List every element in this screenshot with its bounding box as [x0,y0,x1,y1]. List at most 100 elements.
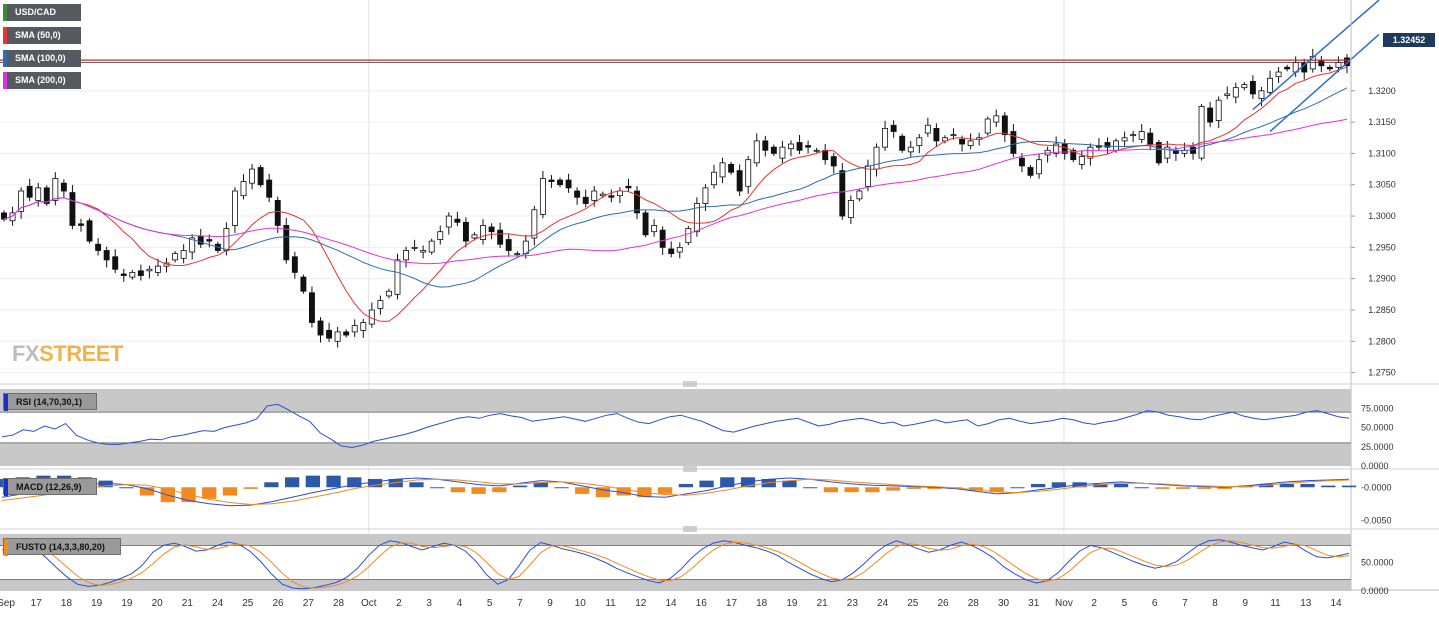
macd-histogram-bar [782,480,797,488]
candle-body [899,135,906,151]
x-axis-label: 23 [847,598,859,609]
channel-upper-line [1252,0,1380,111]
candle-body [668,248,675,255]
macd-histogram-bar [264,482,279,488]
x-axis-label: 11 [1270,598,1281,609]
candle-body [232,190,238,226]
macd-histogram-bar [968,487,984,491]
x-axis-label: Sep [0,598,15,609]
fusto-y-tick-label: 50.0000 [1361,558,1394,568]
legend-rsi[interactable]: RSI (14,70,30,1) [3,393,97,411]
x-axis-label: 28 [333,598,345,609]
candle-body [428,240,435,253]
legend-sma50[interactable]: SMA (50,0) [3,27,81,44]
macd-histogram-bar [139,487,155,496]
x-axis-label: 31 [1028,598,1040,609]
legend-rsi-label: RSI (14,70,30,1) [16,397,83,407]
candle-body [206,239,213,242]
macd-histogram-bar [492,487,507,493]
candle-body [770,146,777,154]
candle-body [95,243,102,251]
x-axis-label: 24 [212,598,224,609]
macd-histogram-bar [989,487,1004,493]
legend-fusto[interactable]: FUSTO (14,3,3,80,20) [3,538,121,556]
candle-body [86,220,93,242]
candle-body [1001,115,1008,136]
macd-histogram-bar [1010,487,1025,489]
legend-rsi-swatch [4,394,8,411]
macd-histogram-bar [823,487,839,493]
candle-body [326,329,333,339]
candle-body [308,292,315,323]
candle-body [651,225,658,233]
candle-body [1275,71,1282,78]
candle-body [180,250,187,259]
fusto-d-line [1,540,1350,589]
legend-fusto-label: FUSTO (14,3,3,80,20) [16,542,105,552]
candle-body [189,237,196,253]
legend-pair-label: USD/CAD [15,7,57,17]
candle-body [702,187,709,204]
legend-sma200[interactable]: SMA (200,0) [3,72,81,89]
candle-body [1318,60,1325,67]
x-axis-label: 21 [817,598,829,609]
macd-histogram-bar [202,487,217,499]
candle-body [445,215,452,228]
price-y-tick-label: 1.2750 [1368,368,1396,378]
macd-histogram-bar [616,487,631,496]
macd-histogram-bar [1196,487,1212,489]
candle-body [283,225,290,261]
legend-sma100[interactable]: SMA (100,0) [3,50,81,67]
candle-body [155,265,161,273]
macd-histogram-bar [595,487,611,498]
candle-body [993,115,1000,123]
candle-body [1027,167,1034,176]
candle-body [1121,137,1128,142]
price-y-tick-label: 1.2800 [1368,336,1396,346]
macd-histogram-bar [803,487,818,489]
candle-body [462,221,469,242]
candle-body [471,234,478,239]
candle-body [1087,146,1094,159]
x-axis-label: 16 [696,598,708,609]
candle-body [1267,77,1273,93]
x-axis-label: Oct [361,598,377,609]
candle-body [129,272,136,278]
candle-body [1198,106,1205,159]
candle-body [377,300,384,309]
candle-body [890,124,897,132]
candle-body [634,190,640,214]
candle-body [659,229,666,248]
candle-body [43,187,50,204]
x-axis-label: 9 [1243,598,1249,609]
x-axis-label: 7 [1182,598,1188,609]
x-axis-label: 21 [182,598,194,609]
x-axis-label: 25 [907,598,919,609]
rsi-y-tick-label: 25.0000 [1361,442,1394,452]
x-axis-label: 7 [517,598,523,609]
candle-body [531,209,538,239]
candle-body [351,325,358,333]
x-axis-label: 4 [457,598,463,609]
candle-body [411,246,418,249]
candle-body [505,239,512,251]
candle-body [112,256,119,270]
candle-body [1113,140,1119,151]
sma-200-line [3,118,1348,265]
rsi-y-tick-label: 75.0000 [1361,403,1394,413]
candle-body [1232,87,1239,98]
legend-pair[interactable]: USD/CAD [3,4,81,21]
candle-body [753,140,760,164]
macd-y-tick-label: -0.0050 [1361,515,1392,525]
candle-body [26,185,33,198]
x-axis-label: 19 [786,598,798,609]
rsi-y-tick-label: 50.0000 [1361,423,1394,433]
candle-body [574,190,581,198]
legend-macd[interactable]: MACD (12,26,9) [3,478,97,496]
candle-body [1258,90,1265,100]
candle-body [266,179,273,198]
candle-body [950,134,957,137]
x-axis-label: 26 [937,598,949,609]
macd-y-tick-label: -0.0000 [1361,482,1392,492]
candle-body [933,127,940,142]
